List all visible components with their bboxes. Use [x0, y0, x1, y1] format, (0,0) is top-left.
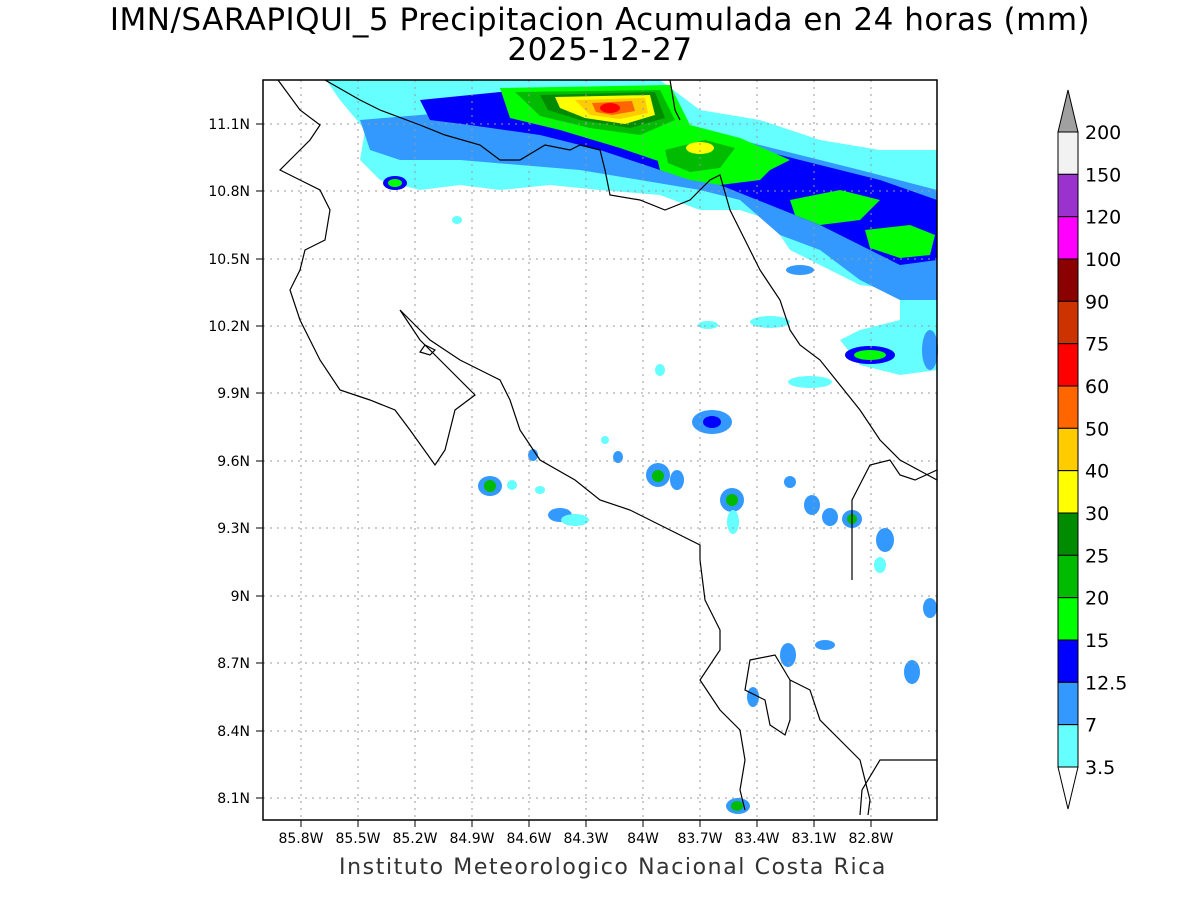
- precipitation-field: [326, 80, 938, 814]
- colorbar-level-label: 12.5: [1085, 672, 1127, 694]
- footer-credit: Instituto Meteorologico Nacional Costa R…: [339, 855, 887, 880]
- colorbar-level-label: 30: [1085, 503, 1109, 525]
- lon-label: 82.8W: [848, 831, 893, 847]
- lon-label: 85.2W: [392, 831, 437, 847]
- colorbar-level-label: 75: [1085, 334, 1109, 356]
- lat-label: 9.9N: [217, 386, 250, 402]
- colorbar-swatch: [1057, 512, 1079, 556]
- colorbar-swatch: [1057, 724, 1079, 768]
- colorbar-level-label: 60: [1085, 376, 1109, 398]
- lon-label: 83.7W: [677, 831, 722, 847]
- lon-label: 83.4W: [734, 831, 779, 847]
- lat-label: 11.1N: [208, 117, 250, 133]
- colorbar-level-label: 7: [1085, 715, 1097, 737]
- lat-label: 9N: [231, 589, 250, 605]
- colorbar-swatch: [1057, 173, 1079, 218]
- colorbar-level-label: 200: [1085, 122, 1121, 144]
- colorbar-swatch: [1057, 131, 1079, 175]
- colorbar-swatch: [1057, 300, 1079, 345]
- colorbar-swatch: [1057, 639, 1079, 683]
- lon-label: 84.9W: [449, 831, 494, 847]
- lon-label: 85.5W: [335, 831, 380, 847]
- lat-label: 9.6N: [217, 454, 250, 470]
- colorbar-level-label: 100: [1085, 249, 1121, 271]
- colorbar-swatch: [1057, 385, 1079, 429]
- colorbar-swatch: [1057, 597, 1079, 641]
- lon-label: 85.8W: [278, 831, 323, 847]
- map-title: IMN/SARAPIQUI_5 Precipitacion Acumulada …: [109, 2, 1091, 38]
- colorbar-level-label: 90: [1085, 291, 1109, 313]
- colorbar: 200 150 120 100 90 75 60 50 40 30 25 20 15 12.5 7 3.5: [1057, 89, 1127, 810]
- colorbar-swatch: [1057, 343, 1079, 387]
- colorbar-swatch: [1057, 216, 1079, 260]
- lon-label: 84W: [627, 831, 659, 847]
- colorbar-level-label: 25: [1085, 545, 1109, 567]
- colorbar-level-label: 120: [1085, 207, 1121, 229]
- colorbar-swatch: [1057, 470, 1079, 514]
- colorbar-swatch: [1057, 681, 1079, 726]
- colorbar-level-label: 3.5: [1085, 757, 1115, 779]
- map-frame: [262, 79, 938, 821]
- lat-label: 10.5N: [208, 252, 250, 268]
- lat-label: 9.3N: [217, 521, 250, 537]
- lat-label: 10.8N: [208, 184, 250, 200]
- lon-label: 84.6W: [506, 831, 551, 847]
- lat-label: 8.1N: [217, 791, 250, 807]
- colorbar-level-label: 50: [1085, 418, 1109, 440]
- colorbar-bottom-arrow: [1057, 766, 1079, 810]
- map-date: 2025-12-27: [507, 32, 693, 68]
- colorbar-level-label: 20: [1085, 588, 1109, 610]
- lat-label: 8.4N: [217, 724, 250, 740]
- colorbar-swatch: [1057, 427, 1079, 472]
- colorbar-swatch: [1057, 258, 1079, 302]
- axis-ticks: [256, 123, 872, 827]
- colorbar-level-label: 15: [1085, 630, 1109, 652]
- lat-label: 10.2N: [208, 319, 250, 335]
- coastline: [277, 79, 938, 816]
- lon-label: 83.1W: [791, 831, 836, 847]
- colorbar-level-label: 40: [1085, 461, 1109, 483]
- lon-label: 84.3W: [563, 831, 608, 847]
- colorbar-level-label: 150: [1085, 164, 1121, 186]
- colorbar-top-arrow: [1057, 89, 1079, 133]
- lat-label: 8.7N: [217, 656, 250, 672]
- colorbar-swatch: [1057, 554, 1079, 599]
